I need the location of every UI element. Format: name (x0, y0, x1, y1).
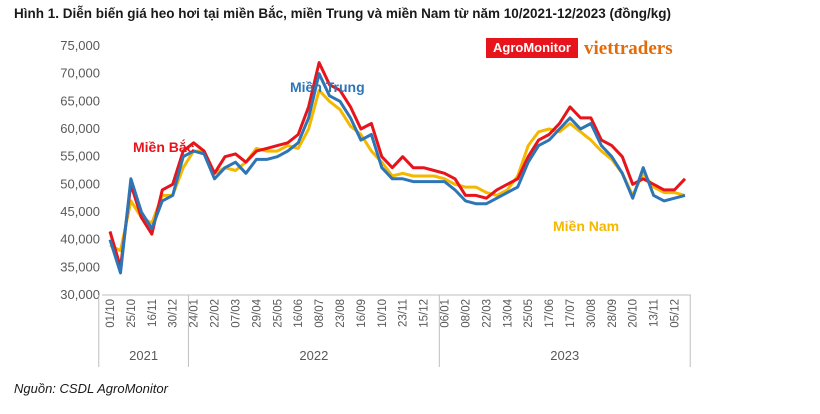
y-tick-label: 70,000 (60, 66, 100, 81)
x-tick-label: 23/08 (335, 299, 347, 328)
x-group-label: 2023 (550, 348, 579, 363)
x-tick-label: 06/01 (440, 299, 452, 328)
x-tick-label: 13/04 (502, 298, 514, 327)
series-label: Miền Bắc (133, 138, 195, 155)
chart-title: Hình 1. Diễn biến giá heo hơi tại miền B… (14, 6, 671, 21)
x-tick-label: 07/03 (230, 299, 242, 328)
x-tick-label: 16/09 (356, 299, 368, 328)
series-label: Miền Trung (290, 79, 365, 95)
x-tick-label: 16/11 (147, 299, 159, 327)
y-tick-label: 65,000 (60, 93, 100, 108)
x-group-label: 2021 (129, 348, 158, 363)
x-tick-label: 22/03 (481, 299, 493, 328)
y-tick-label: 60,000 (60, 121, 100, 136)
x-tick-label: 23/11 (398, 299, 410, 327)
x-tick-label: 08/07 (314, 299, 326, 328)
y-tick-label: 45,000 (60, 204, 100, 219)
x-tick-label: 10/10 (377, 299, 389, 328)
y-tick-label: 50,000 (60, 176, 100, 191)
logo: viettraders (584, 38, 673, 59)
series-line (108, 61, 687, 269)
series-label: Miền Nam (553, 218, 619, 234)
source: Nguồn: CSDL AgroMonitor (14, 381, 169, 396)
y-tick-label: 30,000 (60, 287, 100, 302)
x-tick-label: 28/09 (607, 299, 619, 328)
x-tick-label: 30/08 (586, 299, 598, 328)
x-group-label: 2022 (299, 348, 328, 363)
x-tick-label: 25/05 (272, 299, 284, 328)
y-tick-label: 40,000 (60, 232, 100, 247)
x-tick-label: 01/10 (105, 299, 117, 328)
logo-box (486, 38, 578, 58)
x-tick-label: 05/12 (670, 299, 682, 328)
x-tick-label: 30/12 (168, 299, 180, 328)
x-tick-label: 29/04 (251, 298, 263, 327)
x-tick-label: 13/11 (649, 299, 661, 327)
x-tick-label: 25/05 (523, 299, 535, 328)
x-tick-label: 15/12 (419, 299, 431, 328)
series-line (108, 72, 686, 275)
logo: AgroMonitor (493, 40, 571, 55)
x-tick-label: 17/07 (565, 299, 577, 328)
x-tick-label: 20/10 (628, 299, 640, 328)
x-tick-label: 24/01 (189, 299, 201, 328)
x-tick-label: 16/06 (293, 299, 305, 328)
x-tick-label: 22/02 (210, 299, 222, 328)
y-tick-label: 75,000 (60, 38, 100, 53)
x-tick-label: 08/02 (460, 299, 472, 328)
x-tick-label: 17/06 (544, 299, 556, 328)
x-tick-label: 25/10 (126, 299, 138, 328)
y-tick-label: 55,000 (60, 149, 100, 164)
y-tick-label: 35,000 (60, 259, 100, 274)
